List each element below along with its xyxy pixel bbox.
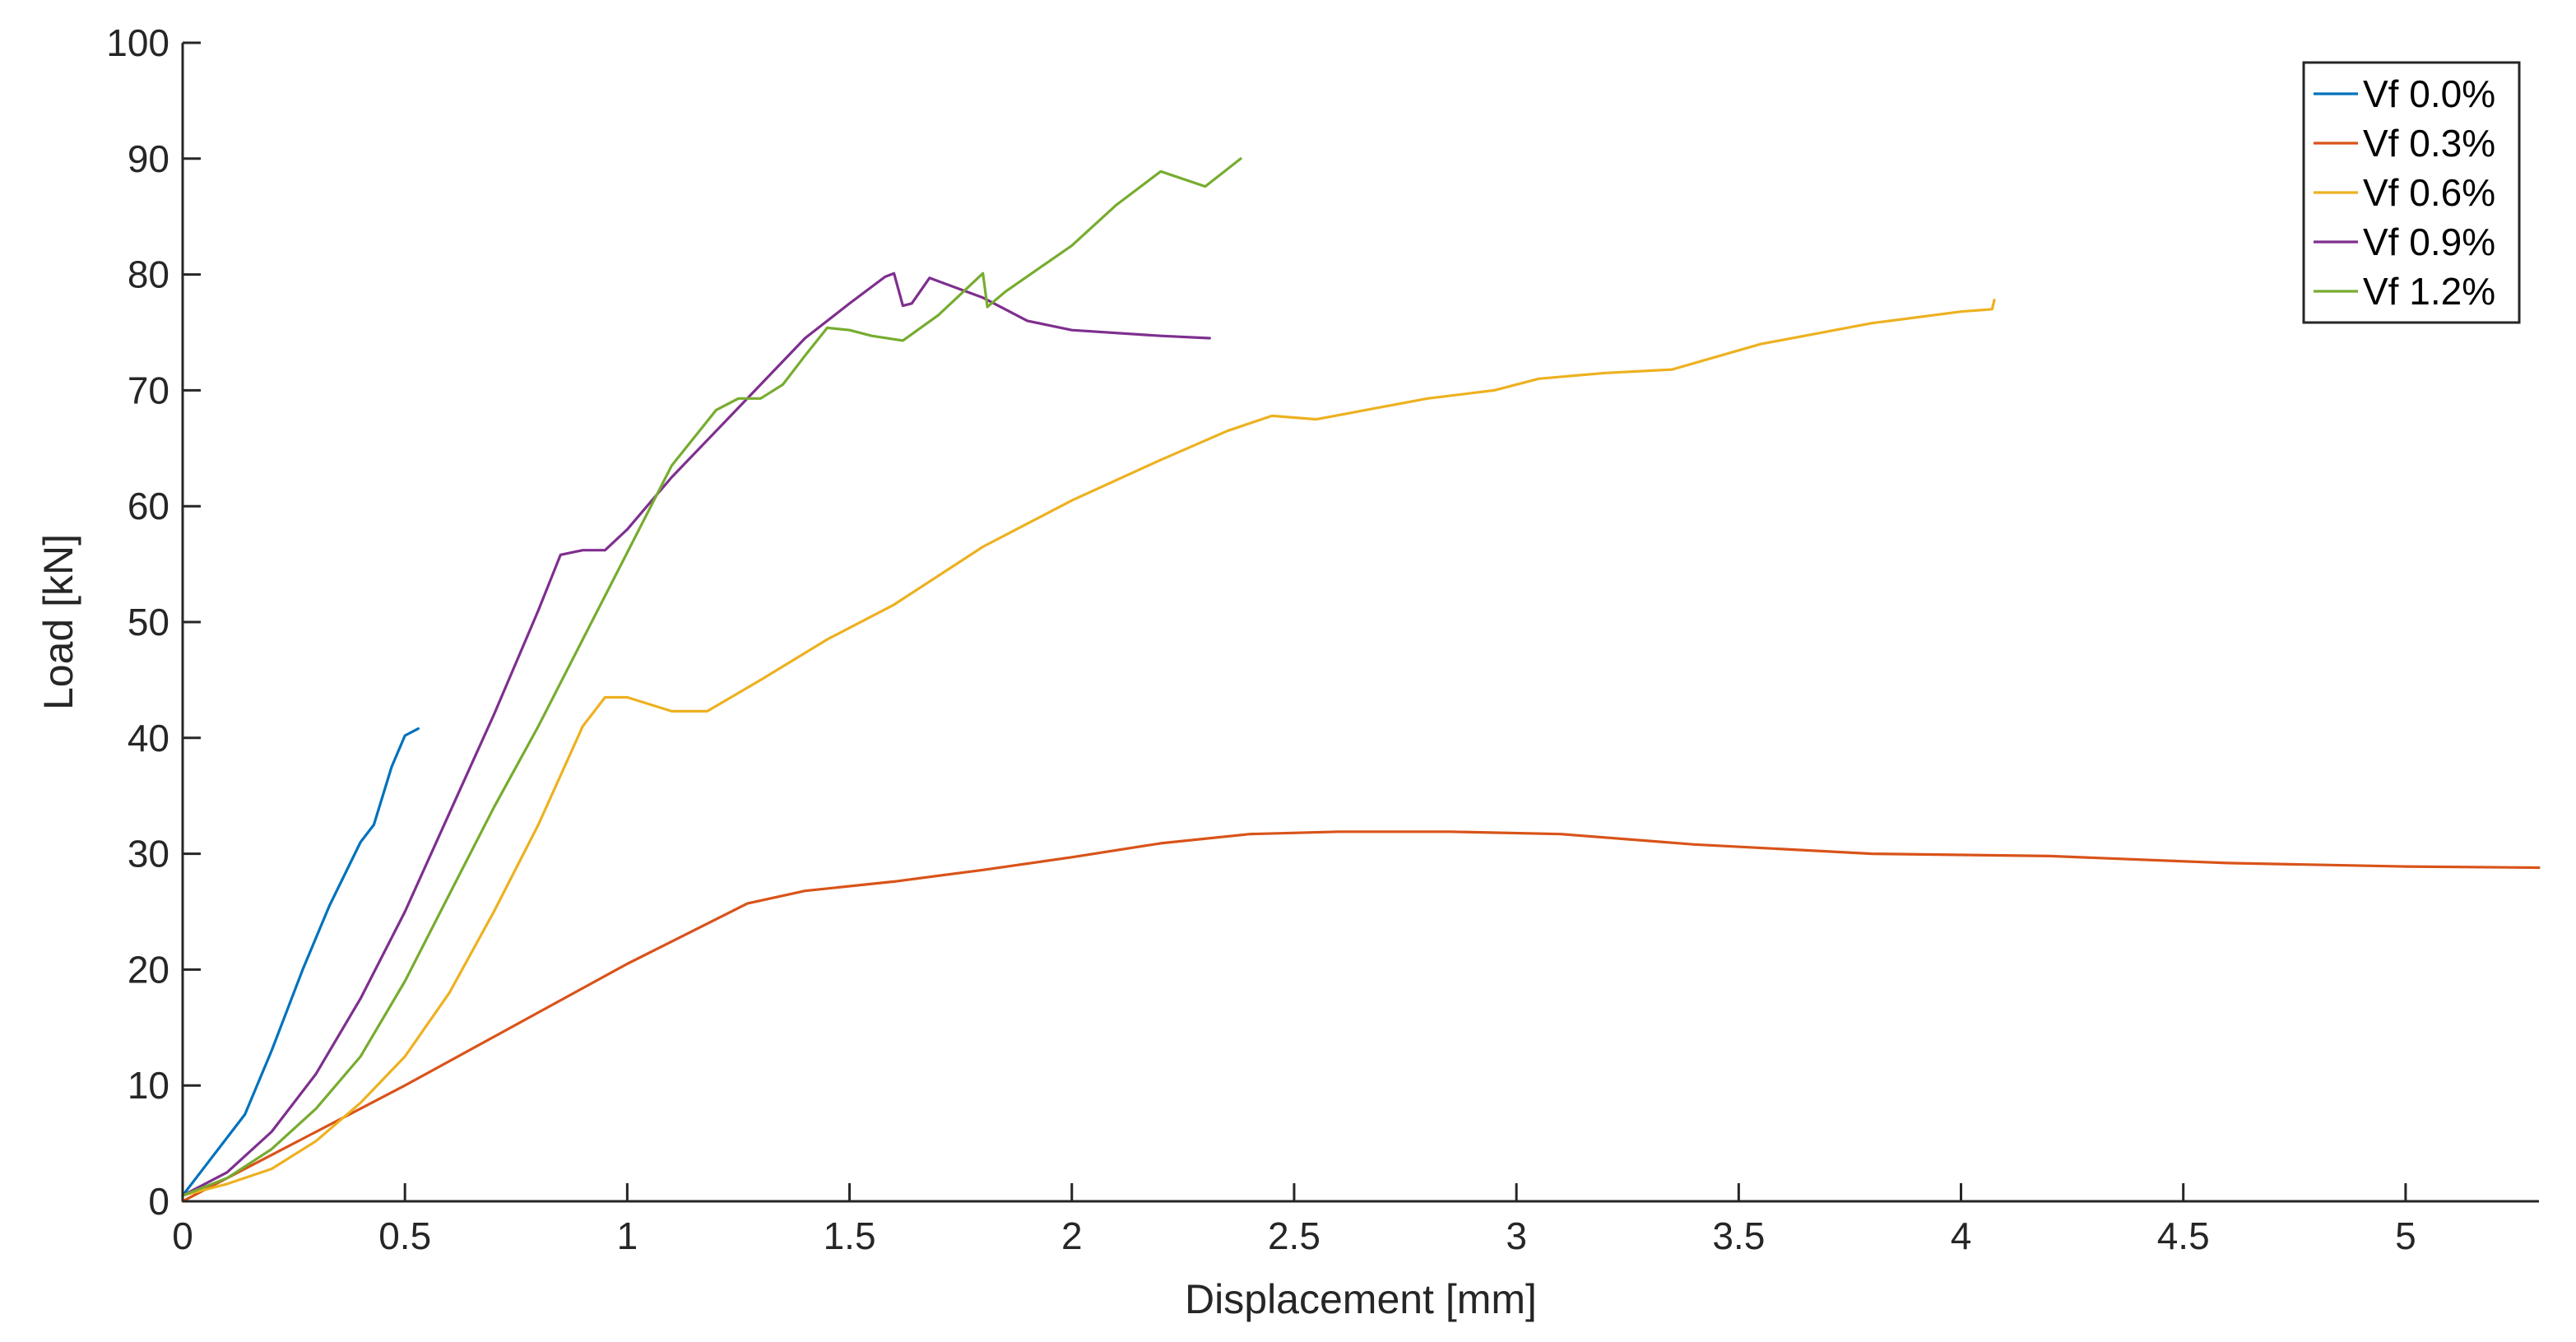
x-tick-label: 5	[2395, 1214, 2416, 1257]
y-tick-label: 70	[128, 369, 169, 411]
x-tick-label: 1	[617, 1214, 638, 1257]
legend: Vf 0.0% Vf 0.3% Vf 0.6% Vf 0.9% Vf 1.2%	[2302, 61, 2521, 324]
y-tick-label: 60	[128, 485, 169, 527]
series-line-4	[181, 157, 1242, 1197]
legend-entry-0: Vf 0.0%	[2363, 72, 2495, 115]
y-tick-label: 0	[148, 1180, 169, 1223]
y-axis-label: Load [kN]	[35, 534, 81, 710]
x-tick-label: 3.5	[1712, 1214, 1765, 1257]
x-tick-label: 2.5	[1268, 1214, 1320, 1257]
legend-entry-1: Vf 0.3%	[2363, 122, 2495, 165]
x-axis-ticks: 0 0.5 1 1.5 2 2.5 3 3.5 4 4.5 5	[172, 1183, 2416, 1257]
x-tick-label: 0	[172, 1214, 193, 1257]
x-tick-label: 1.5	[824, 1214, 876, 1257]
series-line-3	[181, 272, 1211, 1197]
y-tick-label: 10	[128, 1064, 169, 1107]
y-tick-label: 90	[128, 137, 169, 180]
series-line-0	[181, 727, 420, 1197]
y-tick-label: 50	[128, 601, 169, 643]
x-tick-label: 3	[1506, 1214, 1527, 1257]
y-tick-label: 20	[128, 948, 169, 991]
y-tick-label: 30	[128, 833, 169, 875]
x-tick-label: 4	[1951, 1214, 1972, 1257]
legend-entry-2: Vf 0.6%	[2363, 171, 2495, 214]
series-line-2	[181, 299, 1996, 1197]
x-tick-label: 0.5	[378, 1214, 431, 1257]
legend-entry-3: Vf 0.9%	[2363, 221, 2495, 263]
y-tick-label: 100	[106, 21, 169, 64]
legend-entry-4: Vf 1.2%	[2363, 270, 2495, 313]
x-tick-label: 4.5	[2157, 1214, 2210, 1257]
y-tick-label: 80	[128, 253, 169, 296]
y-tick-label: 40	[128, 717, 169, 759]
axes-layer	[181, 43, 2539, 1203]
series-line-1	[181, 830, 2541, 1203]
x-axis-label: Displacement [mm]	[1185, 1276, 1537, 1322]
series-layer	[181, 157, 2541, 1203]
x-tick-label: 2	[1061, 1214, 1083, 1257]
y-axis-ticks: 0 10 20 30 40 50 60 70 80 90 100	[106, 21, 201, 1223]
